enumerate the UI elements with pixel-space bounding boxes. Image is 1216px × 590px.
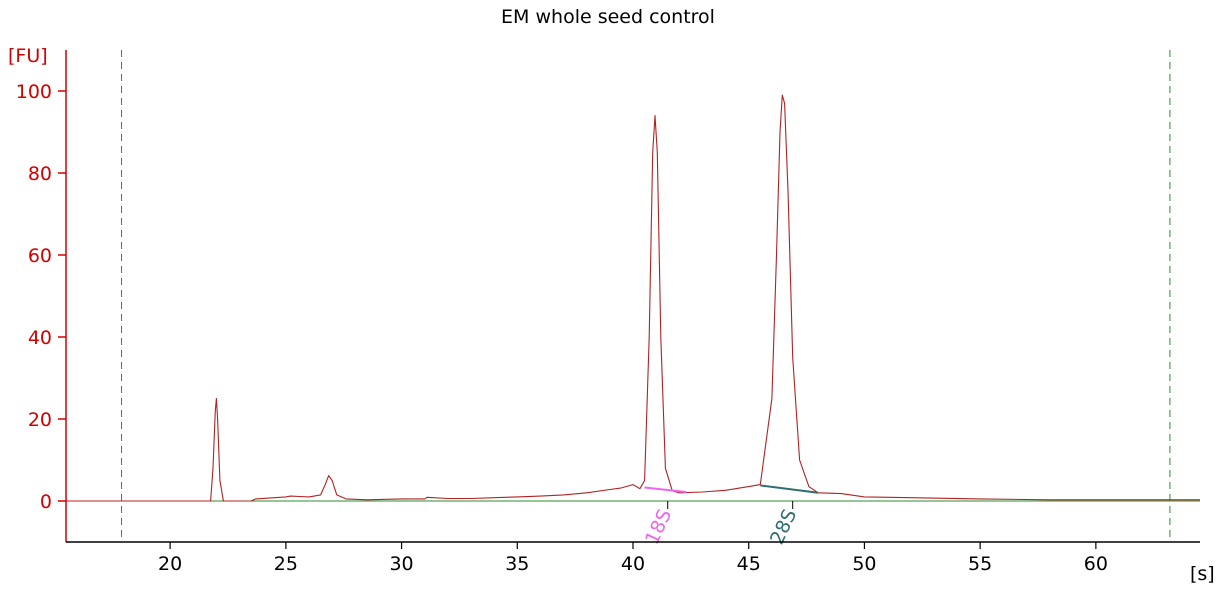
axes-layer: 0 20 40 60 80 100 20 25 30 35 40 45 50 55 60 <box>16 50 1200 575</box>
peak-bar-28s <box>760 484 819 494</box>
chart-title: EM whole seed control <box>501 6 715 28</box>
y-tick-label-80: 80 <box>28 163 52 185</box>
y-tick-label-60: 60 <box>28 245 52 267</box>
x-axis-label: [s] <box>1190 563 1215 585</box>
x-tick-label-55: 55 <box>968 553 992 575</box>
marker-lines <box>121 50 1171 542</box>
y-axis-label: [FU] <box>8 45 48 67</box>
y-tick-label-40: 40 <box>28 327 52 349</box>
x-tick-label-50: 50 <box>852 553 876 575</box>
peak-bar-18s <box>644 486 687 493</box>
x-tick-label-20: 20 <box>158 553 182 575</box>
x-tick-label-25: 25 <box>274 553 298 575</box>
trace-layer <box>66 94 1200 502</box>
y-tick-label-100: 100 <box>16 81 52 103</box>
y-tick-label-0: 0 <box>40 491 52 513</box>
annotation-layer: 18S 28S <box>641 484 819 548</box>
x-tick-label-45: 45 <box>737 553 761 575</box>
x-tick-label-35: 35 <box>505 553 529 575</box>
series-line-1 <box>66 94 1200 502</box>
x-tick-label-60: 60 <box>1084 553 1108 575</box>
x-tick-label-30: 30 <box>389 553 413 575</box>
x-tick-label-40: 40 <box>621 553 645 575</box>
y-tick-label-20: 20 <box>28 409 52 431</box>
